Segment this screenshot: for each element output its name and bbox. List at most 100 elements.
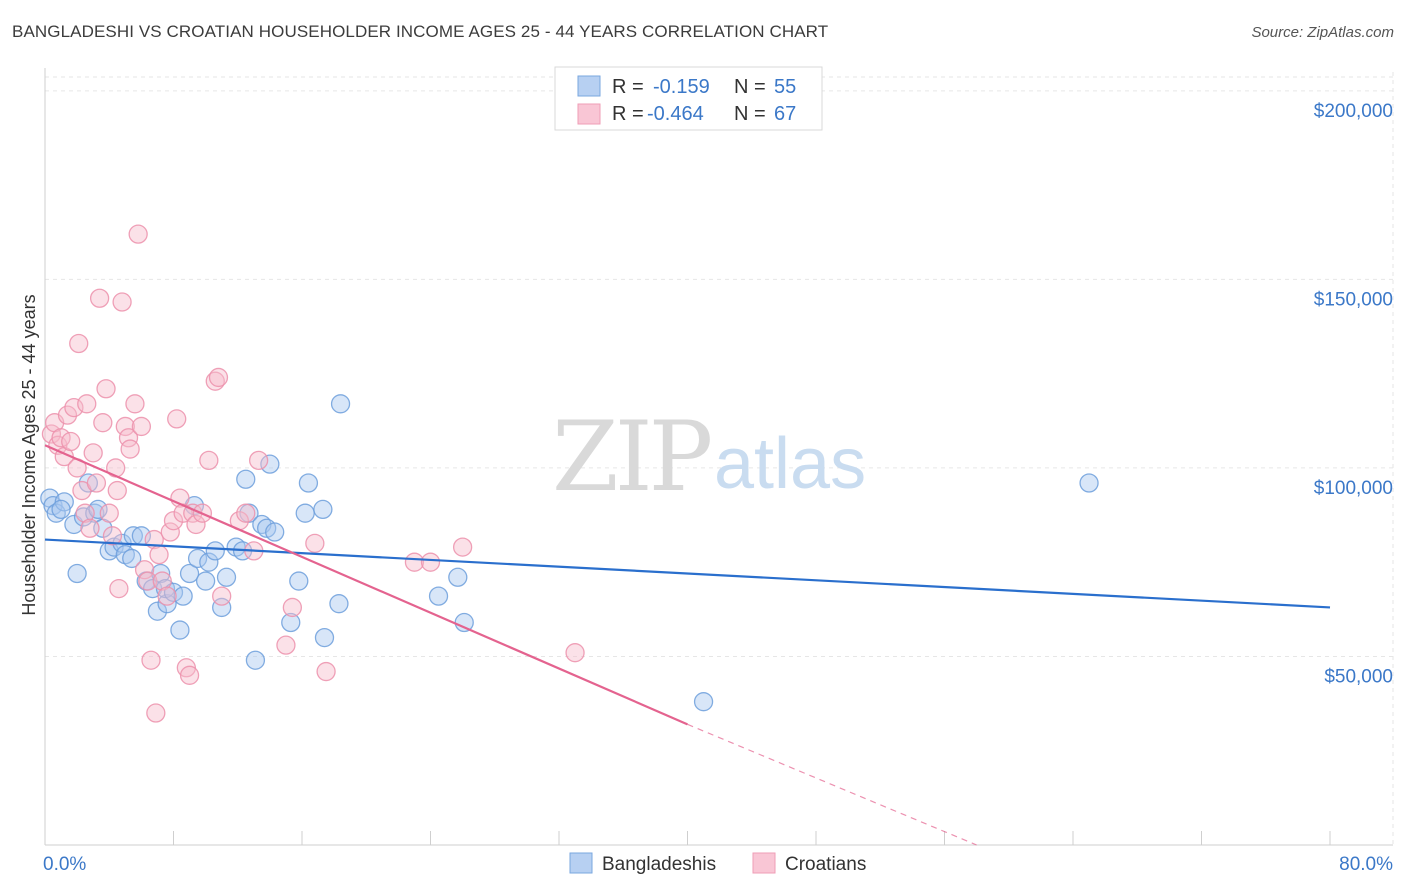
chart-source: Source: ZipAtlas.com: [1251, 24, 1394, 41]
legend-n-value-croatians: 67: [774, 103, 796, 125]
croatians-point-35: [146, 703, 166, 723]
bangladeshis-point-31: [195, 571, 216, 591]
bangladeshis-point-34: [212, 597, 232, 618]
croatians-point-32: [138, 571, 158, 591]
croatians-point-19: [99, 503, 119, 523]
bangladeshis-point-23: [157, 594, 177, 614]
bangladeshis-point-51: [329, 594, 349, 614]
y-tick-label-1: $100,000: [1314, 478, 1393, 499]
bottom-legend-swatch-bangladeshis: [569, 852, 593, 874]
bangladeshis-point-47: [295, 503, 315, 523]
croatians-point-57: [276, 635, 296, 655]
bangladeshis-point-4: [51, 499, 71, 520]
croatians-point-37: [152, 571, 172, 591]
bottom-legend-label-bangladeshis: Bangladeshis: [602, 854, 716, 875]
bangladeshis-point-43: [260, 454, 280, 474]
croatians-point-0: [41, 424, 62, 444]
croatians-point-3: [51, 428, 71, 448]
x-tick-labels: 0.0% 80.0%: [43, 854, 1393, 875]
legend-r-value-croatians: -0.464: [647, 103, 704, 125]
croatians-point-13: [80, 518, 100, 538]
croatians-point-24: [112, 292, 132, 312]
series-croatians: [41, 224, 585, 723]
bangladeshis-point-17: [122, 548, 142, 569]
y-tick-labels: $50,000 $100,000 $150,000 $200,000: [1314, 101, 1393, 688]
bangladeshis-point-32: [199, 552, 219, 572]
croatians-point-15: [86, 473, 107, 493]
croatians-point-61: [404, 552, 425, 572]
series-bangladeshis: [40, 394, 1099, 712]
croatians-point-59: [305, 533, 325, 553]
bangladeshis-point-44: [265, 522, 285, 542]
croatians-point-64: [565, 643, 585, 663]
croatians-point-62: [420, 552, 441, 572]
watermark: ZIP atlas: [552, 401, 866, 513]
croatians-point-9: [69, 333, 89, 354]
bangladeshis-point-50: [314, 627, 335, 648]
bangladeshis-point-54: [448, 567, 468, 587]
croatians-point-39: [160, 522, 180, 542]
croatians-point-56: [248, 450, 269, 471]
watermark-atlas: atlas: [714, 424, 866, 504]
bottom-legend-label-croatians: Croatians: [785, 854, 866, 875]
bangladeshis-point-33: [205, 541, 225, 561]
croatians-point-27: [120, 439, 140, 459]
y-tick-label-3: $200,000: [1314, 101, 1393, 122]
croatians-point-22: [107, 480, 127, 501]
croatians-point-16: [89, 288, 110, 308]
chart-title: BANGLADESHI VS CROATIAN HOUSEHOLDER INCO…: [12, 22, 829, 41]
croatians-point-40: [163, 511, 184, 531]
croatians-point-49: [199, 450, 219, 471]
croatians-point-20: [102, 526, 123, 546]
axes: [44, 68, 1393, 846]
correlation-legend: R = -0.159 N = 55 R = -0.464 N = 67: [554, 66, 823, 131]
y-tick-label-0: $50,000: [1324, 666, 1393, 687]
legend-r-label-1: R =: [612, 76, 644, 98]
bangladeshis-point-56: [693, 692, 714, 712]
croatians-point-31: [134, 560, 155, 580]
legend-n-label-2: N =: [734, 103, 766, 125]
croatians-point-30: [131, 416, 152, 437]
croatians-point-23: [109, 578, 129, 599]
croatians-point-63: [452, 537, 473, 557]
legend-n-value-bangladeshis: 55: [774, 76, 796, 98]
legend-swatch-bangladeshis: [577, 75, 601, 97]
watermark-zip: ZIP: [552, 401, 711, 513]
croatians-point-6: [61, 431, 81, 452]
y-tick-label-2: $150,000: [1314, 289, 1393, 310]
legend-r-value-bangladeshis: -0.159: [653, 76, 710, 98]
bottom-legend-swatch-croatians: [752, 852, 776, 874]
croatians-point-5: [57, 405, 78, 425]
croatians-point-29: [128, 224, 148, 244]
croatians-point-12: [77, 394, 97, 414]
bangladeshis-point-57: [1079, 473, 1099, 493]
legend-swatch-croatians: [577, 103, 601, 125]
bangladeshis-point-21: [147, 601, 168, 621]
bangladeshis-point-45: [281, 612, 301, 633]
croatians-point-36: [149, 545, 169, 565]
croatians-point-45: [179, 665, 200, 685]
croatians-point-11: [75, 503, 95, 523]
croatians-point-47: [186, 514, 206, 535]
bangladeshis-point-30: [187, 548, 208, 569]
bangladeshis-point-55: [454, 612, 474, 633]
croatians-point-58: [282, 597, 303, 618]
bangladeshis-point-38: [236, 469, 256, 489]
croatians-point-18: [96, 379, 116, 399]
bangladeshis-point-27: [173, 586, 193, 606]
croatians-point-60: [316, 661, 336, 682]
trend-line-croatians-extension: [687, 723, 977, 846]
croatians-point-25: [115, 416, 135, 437]
x-tick-label-0: 0.0%: [43, 854, 86, 875]
trend-lines: [44, 444, 1331, 846]
legend-n-label-1: N =: [734, 76, 766, 98]
bangladeshis-point-48: [298, 473, 319, 493]
bangladeshis-point-26: [170, 620, 190, 640]
croatians-point-17: [93, 413, 113, 433]
bangladeshis-point-46: [289, 571, 309, 591]
trend-line-croatians: [44, 444, 688, 726]
croatians-point-38: [157, 586, 177, 606]
bangladeshis-point-53: [428, 586, 449, 606]
bangladeshis-point-40: [245, 650, 266, 670]
croatians-point-54: [236, 503, 256, 523]
